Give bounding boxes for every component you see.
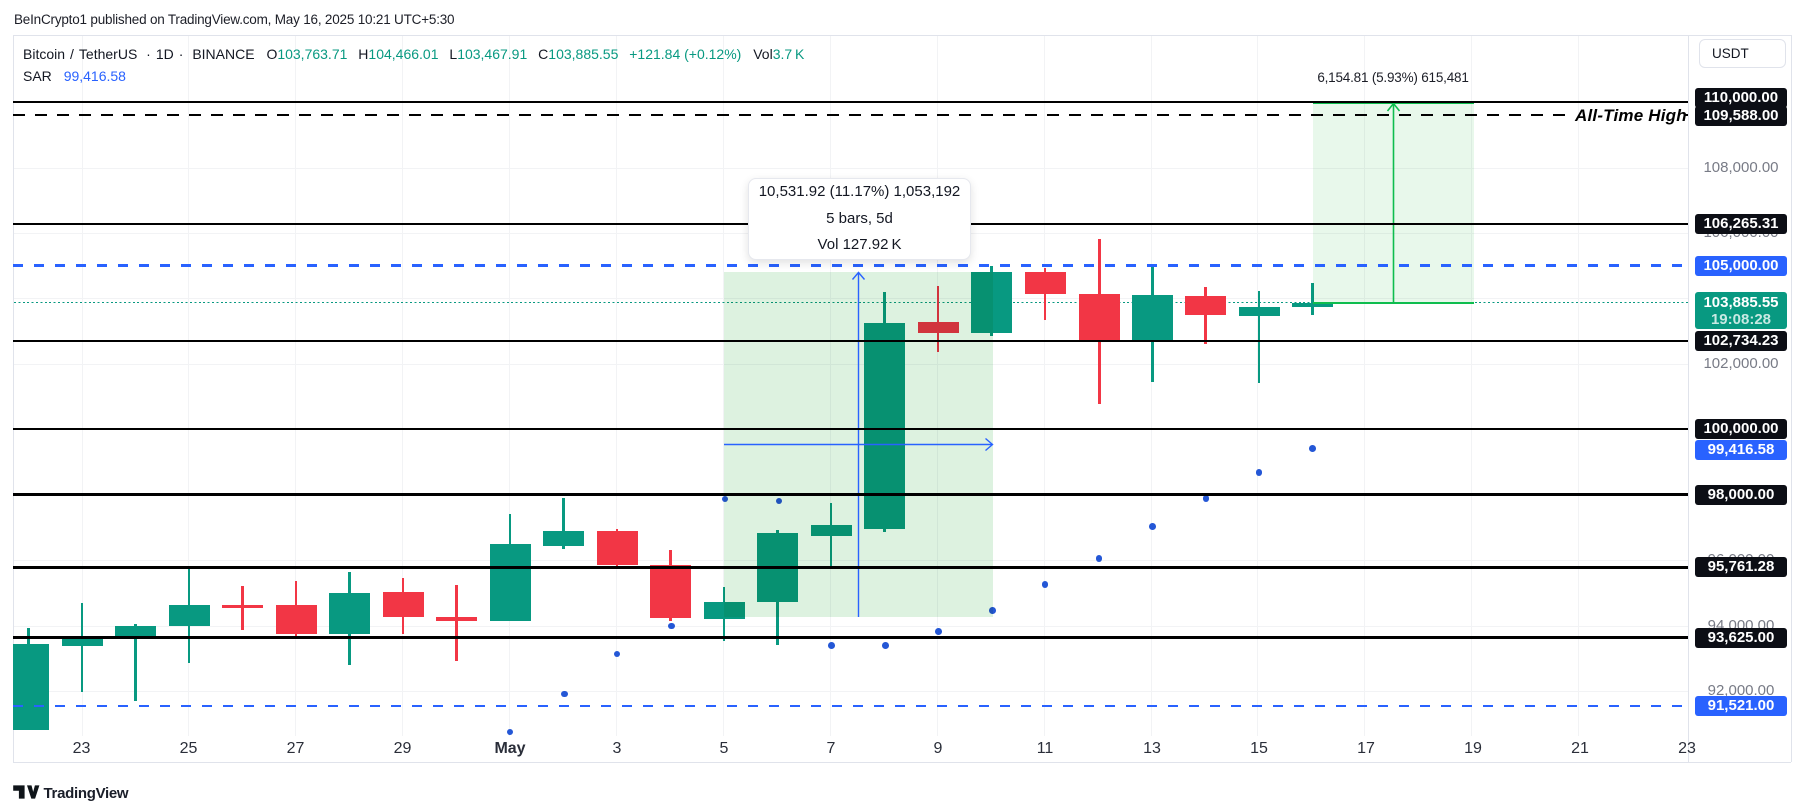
svg-text:TradingView: TradingView	[44, 785, 129, 801]
